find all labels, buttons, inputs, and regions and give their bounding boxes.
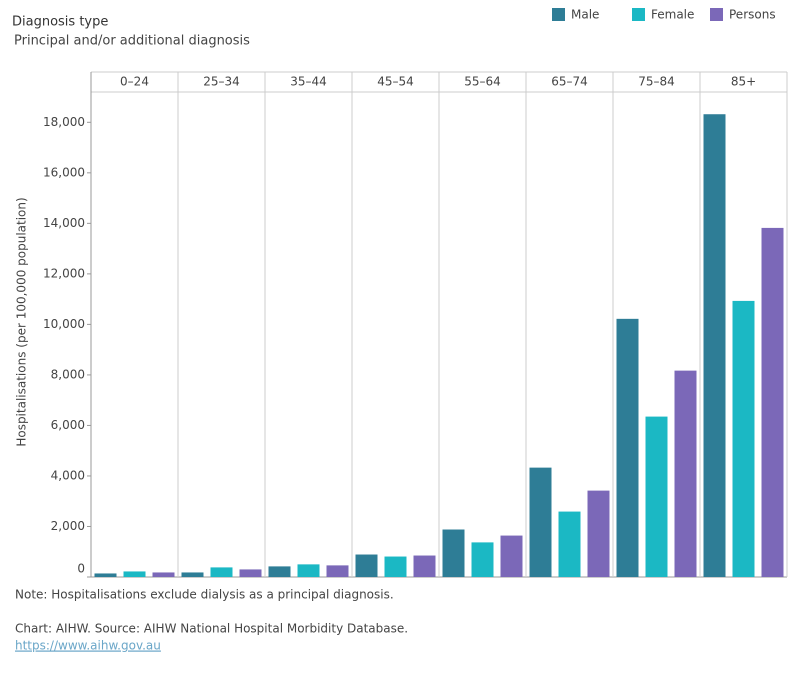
bar (210, 567, 233, 577)
bar (152, 572, 175, 577)
bar (703, 114, 726, 578)
bar (761, 227, 784, 577)
bar (123, 571, 146, 577)
legend-label: Persons (729, 8, 776, 22)
bar (645, 416, 668, 577)
category-label: 45–54 (377, 75, 414, 89)
bar (500, 535, 523, 577)
y-tick-label: 18,000 (43, 115, 85, 129)
bar (268, 566, 291, 577)
category-label: 85+ (731, 75, 756, 89)
bar (239, 569, 262, 577)
y-tick-label: 6,000 (51, 418, 85, 432)
category-label: 75–84 (638, 75, 675, 89)
bar (297, 564, 320, 577)
y-axis-label: Hospitalisations (per 100,000 population… (15, 197, 29, 446)
bar (384, 556, 407, 577)
bar (471, 542, 494, 577)
y-tick-label: 4,000 (51, 468, 85, 482)
chart-title: Diagnosis type (12, 15, 108, 30)
category-label: 55–64 (464, 75, 501, 89)
bar (413, 555, 436, 577)
bar (674, 370, 697, 577)
y-tick-label: 2,000 (51, 519, 85, 533)
source-link[interactable]: https://www.aihw.gov.au (15, 639, 161, 653)
legend-swatch (710, 8, 723, 21)
legend-swatch (632, 8, 645, 21)
bar (529, 467, 552, 577)
category-label: 65–74 (551, 75, 588, 89)
legend-swatch (552, 8, 565, 21)
y-tick-label: 0 (77, 562, 85, 576)
chart-subtitle: Principal and/or additional diagnosis (14, 34, 250, 49)
source: Chart: AIHW. Source: AIHW National Hospi… (15, 622, 408, 636)
category-label: 25–34 (203, 75, 240, 89)
note: Note: Hospitalisations exclude dialysis … (15, 588, 394, 602)
bar (181, 572, 204, 577)
bar (94, 573, 117, 577)
category-label: 0–24 (120, 75, 149, 89)
y-tick-label: 12,000 (43, 266, 85, 280)
legend-label: Male (571, 8, 599, 22)
bar (558, 511, 581, 577)
bar (355, 554, 378, 577)
legend-label: Female (651, 8, 694, 22)
y-tick-label: 10,000 (43, 317, 85, 331)
bar (442, 529, 465, 577)
y-tick-label: 8,000 (51, 367, 85, 381)
bar (326, 565, 349, 577)
bar (587, 490, 610, 577)
bar (616, 318, 639, 577)
bar (732, 300, 755, 577)
category-label: 35–44 (290, 75, 327, 89)
y-tick-label: 16,000 (43, 165, 85, 179)
y-tick-label: 14,000 (43, 216, 85, 230)
